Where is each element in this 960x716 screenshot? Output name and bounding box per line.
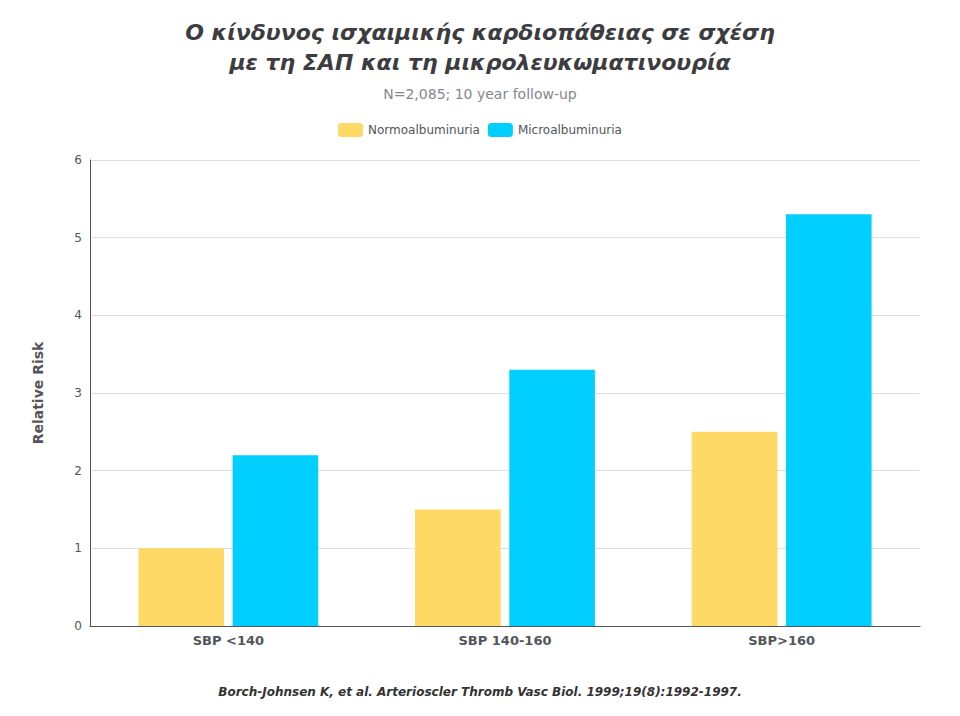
svg-text:SBP 140-160: SBP 140-160 [459,633,552,648]
svg-text:Ο κίνδυνος ισχαιμικής καρδιοπά: Ο κίνδυνος ισχαιμικής καρδιοπάθειας σε σ… [185,20,775,45]
svg-text:με τη ΣΑΠ και τη μικρολευκωματ: με τη ΣΑΠ και τη μικρολευκωματινουρία [228,50,731,75]
svg-text:Microalbuminuria: Microalbuminuria [518,123,622,137]
svg-text:1: 1 [74,541,82,555]
svg-text:SBP <140: SBP <140 [193,633,264,648]
svg-text:Borch-Johnsen K, et al. Arteri: Borch-Johnsen K, et al. Arterioscler Thr… [218,685,742,699]
svg-text:Normoalbuminuria: Normoalbuminuria [368,123,480,137]
svg-text:0: 0 [74,619,82,633]
svg-text:Relative Risk: Relative Risk [30,341,46,444]
svg-text:4: 4 [74,308,82,322]
svg-text:5: 5 [74,231,82,245]
svg-text:SBP>160: SBP>160 [748,633,815,648]
svg-text:2: 2 [74,464,82,478]
svg-text:3: 3 [74,386,82,400]
svg-text:N=2,085; 10 year follow-up: N=2,085; 10 year follow-up [383,86,577,102]
svg-text:6: 6 [74,153,82,167]
